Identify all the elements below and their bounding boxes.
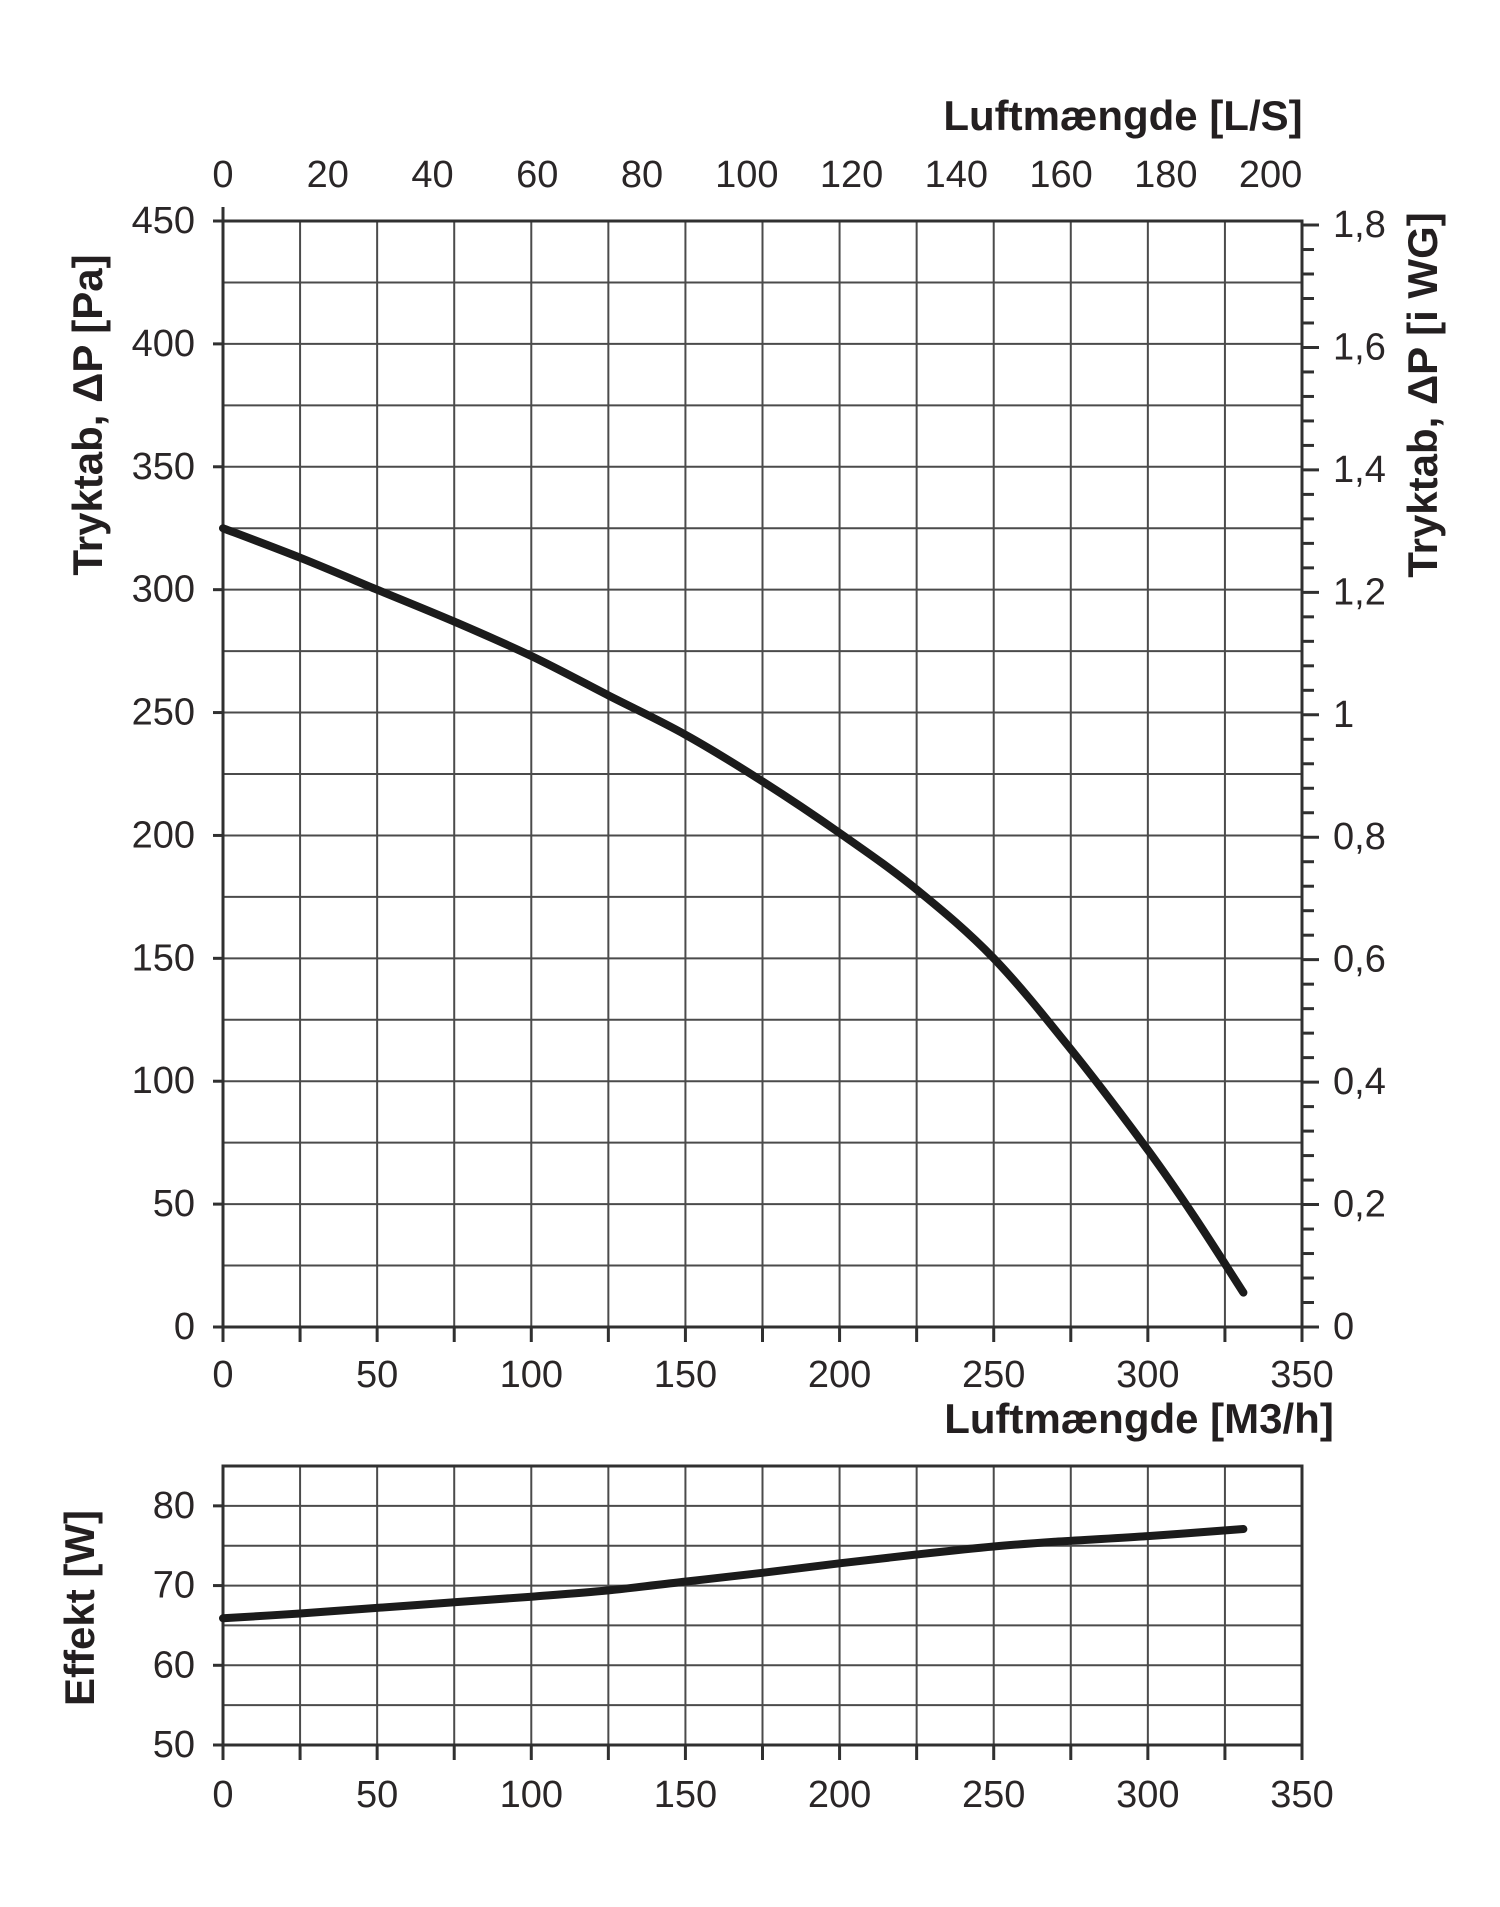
right-tick-label: 0,4 [1333, 1061, 1386, 1103]
x-tick-label: 0 [212, 1354, 233, 1396]
x-tick-label: 0 [212, 1774, 233, 1816]
right-tick-label: 0,6 [1333, 939, 1386, 981]
right-tick-label: 1 [1333, 694, 1354, 736]
right-tick-label: 1,6 [1333, 326, 1386, 368]
x-tick-label: 200 [808, 1774, 871, 1816]
pressure-left-axis-title: Tryktab, ΔP [Pa] [64, 254, 111, 576]
y-tick-label: 400 [132, 323, 195, 365]
right-tick-label: 1,8 [1333, 204, 1386, 246]
right-tick-label: 1,4 [1333, 449, 1386, 491]
y-tick-label: 60 [153, 1644, 195, 1686]
x-tick-label: 350 [1270, 1354, 1333, 1396]
top-tick-label: 140 [925, 154, 988, 196]
y-tick-label: 450 [132, 200, 195, 242]
top-tick-label: 0 [212, 154, 233, 196]
top-tick-label: 80 [621, 154, 663, 196]
pressure-right-axis-title: Tryktab, ΔP [i WG] [1399, 212, 1446, 578]
bottom-axis: 0 50 100 150 200 250 300 350 [212, 1745, 1334, 1816]
bottom-axis-title: Luftmængde [M3/h] [944, 1395, 1334, 1442]
power-curve [219, 1525, 1248, 1623]
y-tick-label: 200 [132, 814, 195, 856]
right-tick-label: 1,2 [1333, 571, 1386, 613]
y-tick-label: 70 [153, 1565, 195, 1607]
right-tick-label: 0 [1333, 1306, 1354, 1348]
pressure-chart-plot: 0 50 100 150 200 250 300 3500501001502002503003… [132, 154, 1386, 1396]
top-tick-label: 100 [715, 154, 778, 196]
y-tick-label: 50 [153, 1724, 195, 1766]
x-tick-label: 200 [808, 1354, 871, 1396]
top-tick-label: 200 [1239, 154, 1302, 196]
top-tick-label: 40 [411, 154, 453, 196]
top-tick-label: 160 [1029, 154, 1092, 196]
left-axis: 0 50 100 150 200 250 300 350 400 450 [132, 200, 223, 1348]
x-tick-label: 150 [654, 1774, 717, 1816]
left-axis: 50 60 70 80 [153, 1485, 223, 1766]
x-tick-label: 150 [654, 1354, 717, 1396]
x-tick-label: 100 [500, 1354, 563, 1396]
x-tick-label: 250 [962, 1354, 1025, 1396]
top-tick-label: 180 [1134, 154, 1197, 196]
y-tick-label: 0 [174, 1306, 195, 1348]
x-tick-label: 50 [356, 1774, 398, 1816]
x-tick-label: 100 [500, 1774, 563, 1816]
top-tick-label: 120 [820, 154, 883, 196]
right-tick-label: 0,2 [1333, 1184, 1386, 1226]
y-tick-label: 100 [132, 1060, 195, 1102]
x-tick-label: 300 [1116, 1774, 1179, 1816]
x-tick-label: 50 [356, 1354, 398, 1396]
power-left-axis-title: Effekt [W] [56, 1510, 103, 1706]
y-tick-label: 300 [132, 569, 195, 611]
y-tick-label: 250 [132, 692, 195, 734]
top-tick-label: 60 [516, 154, 558, 196]
top-tick-label: 20 [307, 154, 349, 196]
y-tick-label: 80 [153, 1485, 195, 1527]
x-tick-label: 250 [962, 1774, 1025, 1816]
top-axis: 0 20 40 60 80 100 120 140 160 180 200 [212, 154, 1302, 221]
right-axis: 0 0,2 0,4 0,6 0,8 1 1,2 1,4 1,6 1,8 [1302, 204, 1386, 1348]
y-tick-label: 50 [153, 1183, 195, 1225]
right-tick-label: 0,8 [1333, 816, 1386, 858]
x-tick-label: 350 [1270, 1774, 1333, 1816]
x-tick-label: 300 [1116, 1354, 1179, 1396]
bottom-axis: 0 50 100 150 200 250 300 350 [212, 1327, 1334, 1396]
y-tick-label: 150 [132, 937, 195, 979]
y-tick-label: 350 [132, 446, 195, 488]
top-axis-title: Luftmængde [L/S] [943, 92, 1303, 139]
power-chart-plot: 0 50 100 150 200 250 300 350 50 60 70 80 [153, 1464, 1334, 1816]
pressure-drop-curve [219, 524, 1248, 1297]
grid [222, 220, 1303, 1328]
